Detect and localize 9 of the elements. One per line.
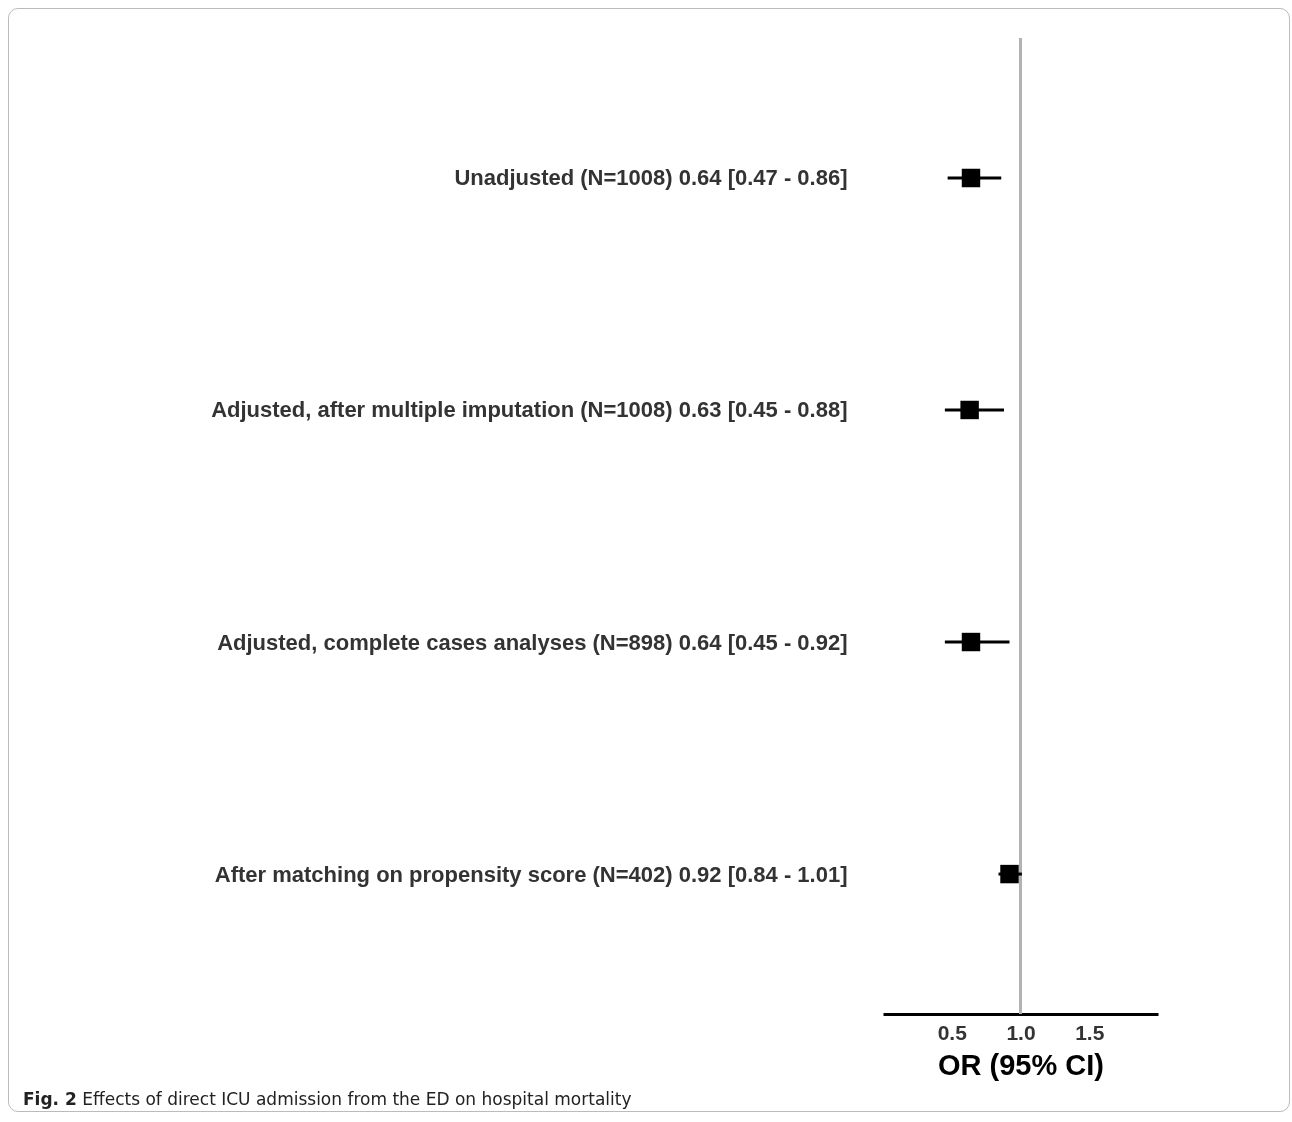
y-tick-label: Adjusted, complete cases analyses (N=898) 0.64 [0.45 - 0.92] [217, 629, 848, 655]
y-tick-label: After matching on propensity score (N=402) 0.92 [0.84 - 1.01] [214, 861, 848, 887]
y-tick-label: Adjusted, after multiple imputation (N=1008) 0.63 [0.45 - 0.88] [211, 397, 848, 423]
x-tick-label: 0.5 [937, 1020, 968, 1044]
y-tick-label: Unadjusted (N=1008) 0.64 [0.47 - 0.86] [454, 165, 848, 191]
x-tick-label: 1.0 [1006, 1020, 1036, 1044]
caption: Fig. 2 Effects of direct ICU admission from the ED on hospital mortality [23, 1089, 632, 1109]
x-axis-title: OR (95% CI) [938, 1048, 1104, 1081]
x-tick-label: 1.5 [1075, 1020, 1105, 1044]
